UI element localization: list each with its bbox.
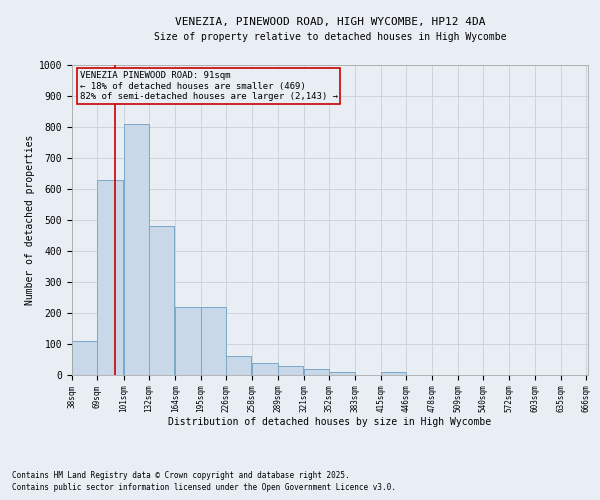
Bar bbox=[278, 366, 303, 375]
Text: Contains public sector information licensed under the Open Government Licence v3: Contains public sector information licen… bbox=[12, 484, 396, 492]
Bar bbox=[381, 372, 406, 375]
X-axis label: Distribution of detached houses by size in High Wycombe: Distribution of detached houses by size … bbox=[169, 416, 491, 426]
Text: VENEZIA PINEWOOD ROAD: 91sqm
← 18% of detached houses are smaller (469)
82% of s: VENEZIA PINEWOOD ROAD: 91sqm ← 18% of de… bbox=[80, 71, 338, 101]
Bar bbox=[97, 180, 123, 375]
Bar bbox=[304, 369, 329, 375]
Bar bbox=[175, 307, 200, 375]
Bar bbox=[329, 372, 355, 375]
Bar bbox=[226, 356, 251, 375]
Bar bbox=[124, 124, 149, 375]
Bar bbox=[72, 341, 97, 375]
Bar bbox=[200, 307, 226, 375]
Bar bbox=[149, 226, 175, 375]
Text: VENEZIA, PINEWOOD ROAD, HIGH WYCOMBE, HP12 4DA: VENEZIA, PINEWOOD ROAD, HIGH WYCOMBE, HP… bbox=[175, 18, 485, 28]
Bar bbox=[252, 362, 278, 375]
Y-axis label: Number of detached properties: Number of detached properties bbox=[25, 135, 35, 305]
Text: Contains HM Land Registry data © Crown copyright and database right 2025.: Contains HM Land Registry data © Crown c… bbox=[12, 471, 350, 480]
Text: Size of property relative to detached houses in High Wycombe: Size of property relative to detached ho… bbox=[154, 32, 506, 42]
